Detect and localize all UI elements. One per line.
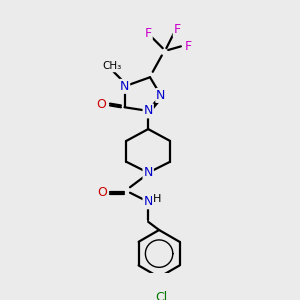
Text: Cl: Cl (155, 291, 167, 300)
Text: F: F (145, 27, 152, 40)
Text: N: N (143, 195, 153, 208)
Text: CH₃: CH₃ (102, 61, 122, 71)
Text: N: N (143, 104, 153, 117)
Text: N: N (156, 89, 166, 102)
Text: O: O (96, 98, 106, 111)
Text: N: N (120, 80, 129, 93)
Text: F: F (184, 40, 192, 53)
Text: O: O (97, 186, 107, 199)
Text: N: N (143, 166, 153, 179)
Text: F: F (174, 23, 181, 37)
Text: H: H (153, 194, 161, 204)
